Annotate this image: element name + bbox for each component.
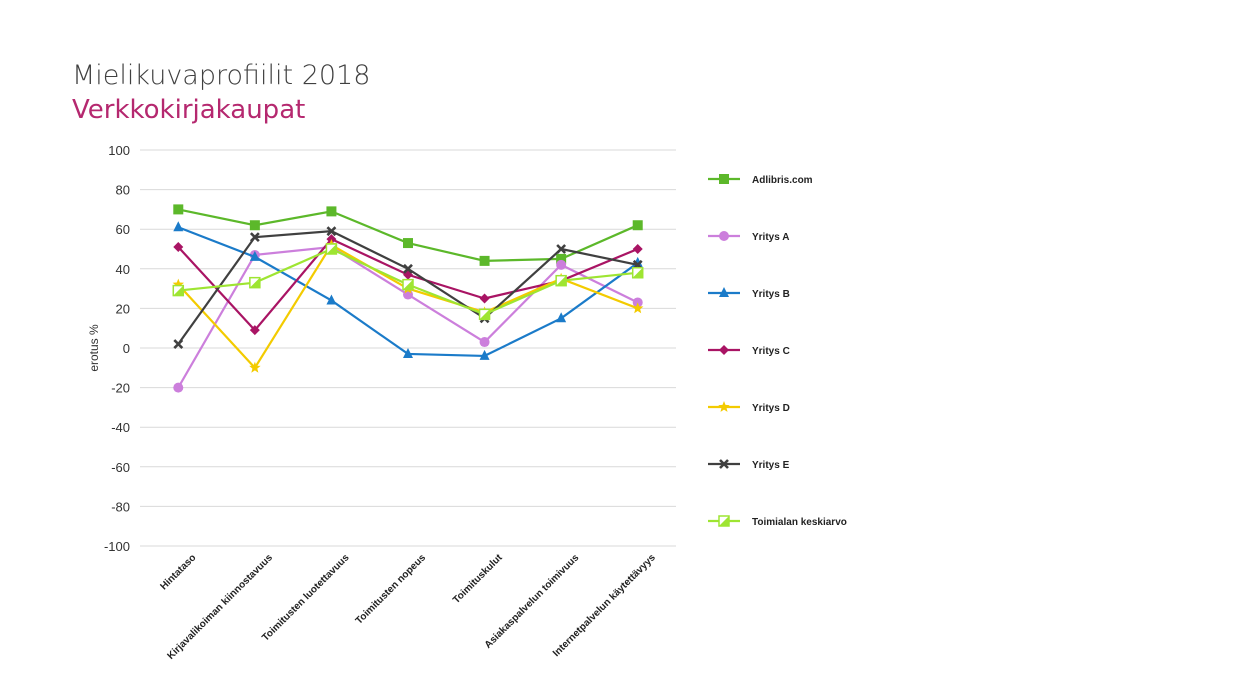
data-point xyxy=(631,267,644,279)
chart-title: Mielikuvaprofiilit 2018 xyxy=(72,60,371,91)
data-point xyxy=(249,276,261,289)
legend-marker xyxy=(719,345,729,355)
legend-item: Toimialan keskiarvo xyxy=(708,515,847,528)
data-point xyxy=(249,232,260,243)
y-tick-label: 20 xyxy=(116,301,130,316)
legend-marker xyxy=(718,401,730,412)
legend-item: Yritys D xyxy=(708,401,790,414)
data-point xyxy=(249,325,260,336)
data-point xyxy=(556,253,567,264)
x-tick-label: Hintataso xyxy=(158,552,198,592)
data-point xyxy=(403,238,413,249)
data-point xyxy=(172,278,184,290)
data-point xyxy=(632,302,644,314)
legend-label: Yritys A xyxy=(752,232,789,243)
data-point xyxy=(632,220,643,231)
data-point xyxy=(172,284,185,297)
x-tick-label: Toimitusten nopeus xyxy=(354,552,429,627)
legend-marker xyxy=(718,515,730,527)
legend-label: Adlibris.com xyxy=(752,175,813,186)
legend-marker xyxy=(719,287,729,297)
y-tick-label: 100 xyxy=(108,143,130,158)
data-point xyxy=(249,361,261,373)
data-point xyxy=(325,243,338,255)
data-point xyxy=(555,274,567,287)
data-point xyxy=(173,221,184,232)
data-point xyxy=(173,382,184,393)
data-point xyxy=(403,263,413,274)
y-tick-label: 60 xyxy=(116,222,130,237)
y-axis-label: erotus % xyxy=(87,324,101,372)
legend-item: Yritys C xyxy=(708,345,790,357)
data-point xyxy=(556,312,567,323)
data-point xyxy=(402,278,414,291)
legend-label: Yritys E xyxy=(752,460,790,471)
data-point xyxy=(326,294,337,305)
data-point xyxy=(479,337,490,348)
legend-item: Yritys B xyxy=(708,287,790,300)
legend-label: Yritys C xyxy=(752,346,790,357)
data-point xyxy=(479,255,490,266)
chart-subtitle: Verkkokirjakaupat xyxy=(72,95,306,125)
x-tick-label: Toimituskulut xyxy=(451,552,505,606)
legend-item: Yritys A xyxy=(708,231,789,243)
y-tick-label: -80 xyxy=(111,499,130,514)
legend-label: Toimialan keskiarvo xyxy=(752,517,847,528)
y-tick-label: -40 xyxy=(111,420,130,435)
data-point xyxy=(173,339,184,349)
data-point xyxy=(479,293,490,304)
legend-label: Yritys B xyxy=(752,289,790,300)
data-point xyxy=(173,204,184,215)
data-point xyxy=(249,220,260,231)
legend-item: Adlibris.com xyxy=(708,174,813,186)
y-tick-label: -100 xyxy=(104,539,130,554)
legend-marker xyxy=(719,174,729,184)
data-point xyxy=(403,347,413,358)
y-tick-label: -20 xyxy=(111,381,130,396)
y-tick-label: 0 xyxy=(123,341,130,356)
legend-marker xyxy=(719,459,729,469)
y-tick-label: 80 xyxy=(116,183,130,198)
legend-item: Yritys E xyxy=(708,459,790,471)
data-point xyxy=(326,206,337,217)
y-tick-label: 40 xyxy=(116,262,130,277)
data-point xyxy=(478,308,491,321)
data-point xyxy=(479,349,490,360)
x-tick-label: Toimitusten luotettavuus xyxy=(260,552,352,644)
data-point xyxy=(556,244,567,254)
data-point xyxy=(632,244,643,254)
legend-marker xyxy=(719,231,729,241)
data-point xyxy=(249,250,260,261)
y-tick-label: -60 xyxy=(111,460,130,475)
legend-label: Yritys D xyxy=(752,403,790,414)
data-point xyxy=(326,226,337,237)
data-point xyxy=(556,259,567,270)
data-point xyxy=(173,242,184,253)
